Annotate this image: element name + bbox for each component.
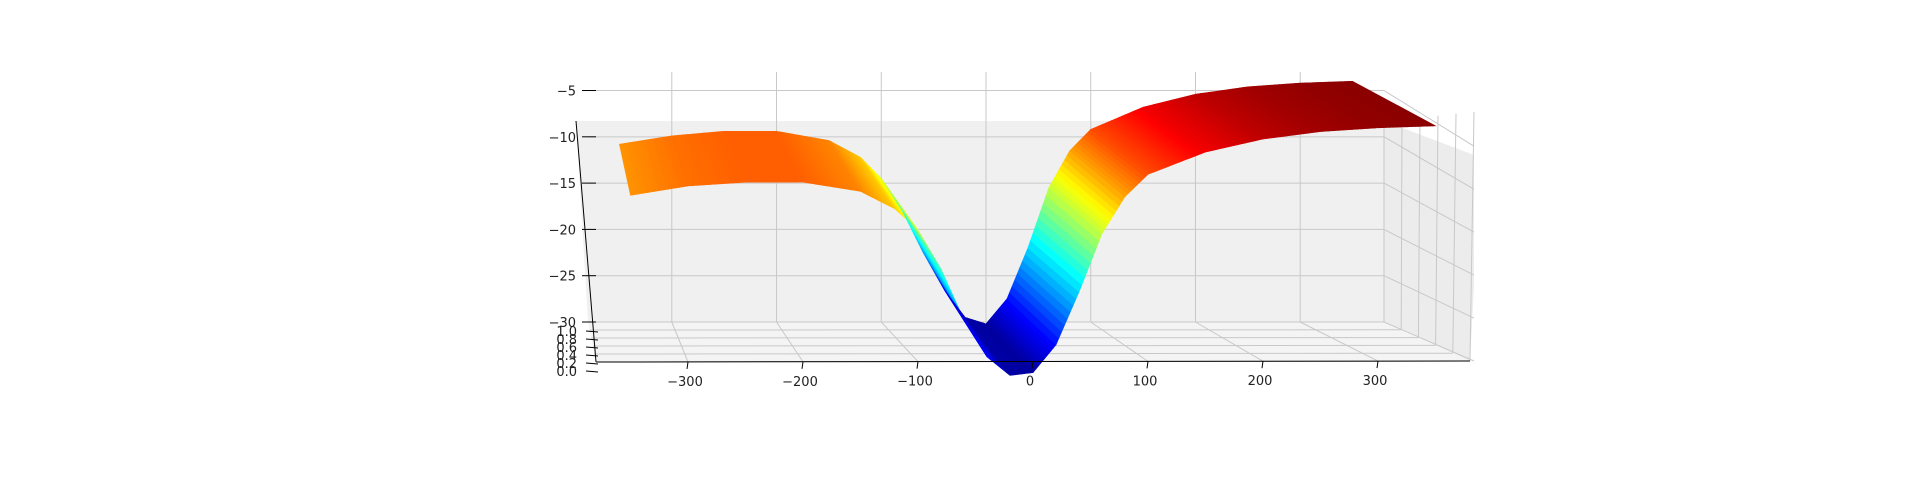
surface-mesh (619, 80, 1437, 376)
x-grid-floor-line (880, 321, 919, 362)
y-tick (585, 362, 599, 365)
x-tick-label: −300 (667, 375, 703, 390)
y-grid-side-line (1469, 111, 1475, 362)
surface-facet (1348, 80, 1437, 127)
y-tick (585, 338, 599, 341)
z-grid-side-line (1383, 90, 1475, 147)
z-grid-side-line (1383, 228, 1475, 276)
z-tick-label: −25 (549, 270, 576, 285)
x-tick (801, 361, 804, 369)
x-tick (1376, 361, 1379, 369)
y-grid-side-line (1400, 119, 1403, 330)
x-tick-label: 300 (1363, 374, 1388, 389)
y-tick (585, 346, 599, 349)
x-grid-floor-line (1195, 321, 1264, 362)
z-grid-side-line (1383, 321, 1475, 362)
x-tick (916, 361, 919, 369)
z-grid-side-line (1383, 275, 1475, 319)
z-grid-side-line (1383, 182, 1475, 233)
x-tick-label: −100 (897, 375, 933, 390)
x-tick (1146, 361, 1149, 369)
z-tick-label: −30 (549, 316, 576, 331)
y-grid-side-line (1435, 115, 1439, 346)
x-tick-label: −200 (782, 375, 818, 390)
y-tick-label: 0.8 (556, 333, 577, 348)
y-tick-label: 0.4 (556, 349, 577, 364)
x-grid-floor-line (671, 321, 689, 363)
y-tick-label: 1.0 (556, 325, 577, 340)
tick-marks (582, 90, 1379, 373)
z-tick-label: −10 (549, 131, 576, 146)
x-tick (1261, 361, 1264, 369)
x-tick-label: 100 (1133, 374, 1158, 389)
y-grid-side-line (1417, 117, 1421, 338)
z-tick-label: −5 (557, 85, 576, 100)
tick-labels: −300 −200 −100 0 100 200 300 −30 −25 −20 −15 −10 −5 0… (549, 85, 1388, 390)
x-tick (686, 361, 689, 369)
z-tick-label: −15 (549, 177, 576, 192)
y-tick-label: 0.6 (556, 341, 577, 356)
y-tick (585, 354, 599, 357)
z-grid-side-line (1383, 136, 1475, 190)
side-pane (1384, 121, 1474, 361)
x-tick-label: 0 (1026, 375, 1034, 390)
y-tick-label: 0.2 (556, 357, 577, 372)
x-grid-floor-line (776, 321, 804, 363)
y-grid-side-line (1452, 113, 1457, 354)
y-tick (585, 330, 599, 333)
x-tick-label: 200 (1248, 374, 1273, 389)
y-tick (585, 370, 599, 373)
y-tick-label: 0.0 (556, 365, 577, 380)
x-grid-floor-line (1299, 321, 1379, 362)
x-tick (1031, 361, 1034, 369)
x-grid-floor-line (1090, 321, 1149, 362)
z-tick-label: −20 (549, 223, 576, 238)
